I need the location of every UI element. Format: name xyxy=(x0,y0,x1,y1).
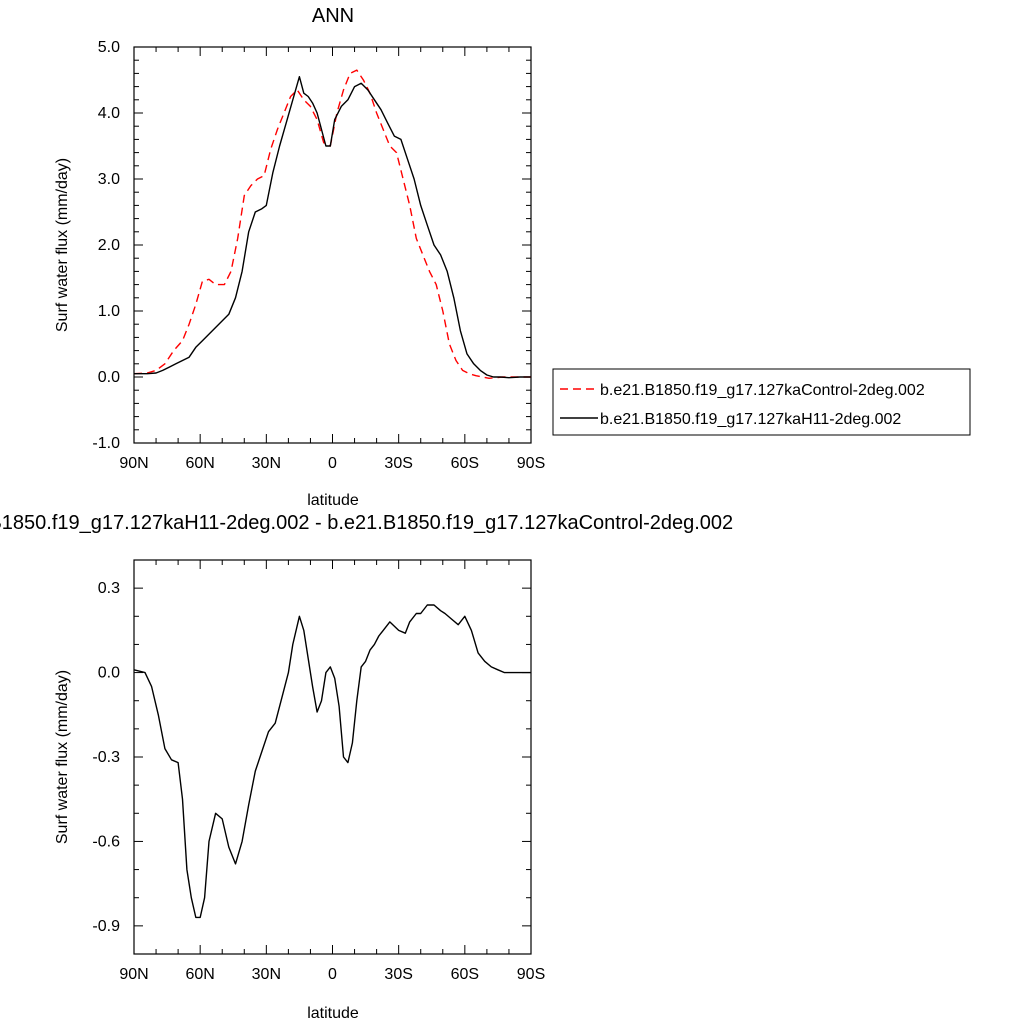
top-x-axis-label: latitude xyxy=(307,492,359,509)
bottom-y-tick-labels: 0.3 0.0 -0.3 -0.6 -0.9 xyxy=(92,580,120,935)
x-tick-label: 90N xyxy=(119,455,148,472)
x-tick-label: 30N xyxy=(252,455,281,472)
series-line-1 xyxy=(134,75,531,379)
x-tick-label: 60S xyxy=(451,966,479,983)
y-tick-label: 1.0 xyxy=(98,303,120,320)
top-y-axis-label: Surf water flux (mm/day) xyxy=(54,158,71,332)
y-tick-label: 0.3 xyxy=(98,580,120,597)
y-tick-label: 5.0 xyxy=(98,39,120,56)
bottom-y-axis-label: Surf water flux (mm/day) xyxy=(54,670,71,844)
x-tick-label: 60N xyxy=(185,966,214,983)
bottom-x-tick-labels: 90N 60N 30N 0 30S 60S 90S xyxy=(119,966,545,983)
bottom-plot-area xyxy=(133,559,532,955)
y-tick-label: -0.9 xyxy=(92,918,120,935)
bottom-x-axis-label: latitude xyxy=(307,1005,359,1022)
top-panel: ANN 90N 60N 30N 0 30S 60S 90S 5.0 4.0 3.0 2.0 1.0 0… xyxy=(54,5,545,509)
top-y-tick-marks xyxy=(134,46,531,444)
top-series-lines xyxy=(133,69,531,379)
x-tick-label: 30S xyxy=(384,455,412,472)
x-tick-label: 0 xyxy=(328,455,337,472)
y-tick-label: 2.0 xyxy=(98,237,120,254)
x-tick-label: 60N xyxy=(185,455,214,472)
series-line-0 xyxy=(133,604,531,919)
legend-box xyxy=(552,368,971,436)
bottom-x-tick-marks xyxy=(133,560,532,954)
x-tick-label: 30N xyxy=(252,966,281,983)
y-tick-label: 0.0 xyxy=(98,369,120,386)
x-tick-label: 0 xyxy=(328,966,337,983)
y-tick-label: -0.6 xyxy=(92,833,120,850)
y-tick-label: 4.0 xyxy=(98,105,120,122)
top-x-tick-labels: 90N 60N 30N 0 30S 60S 90S xyxy=(119,455,545,472)
y-tick-label: -0.3 xyxy=(92,749,120,766)
y-tick-label: 0.0 xyxy=(98,665,120,682)
x-tick-label: 60S xyxy=(451,455,479,472)
x-tick-label: 90S xyxy=(517,966,545,983)
y-tick-label: 3.0 xyxy=(98,171,120,188)
bottom-series-lines xyxy=(133,604,531,919)
x-tick-label: 30S xyxy=(384,966,412,983)
top-y-tick-labels: 5.0 4.0 3.0 2.0 1.0 0.0 -1.0 xyxy=(92,39,120,452)
top-x-tick-marks xyxy=(133,47,532,443)
legend: b.e21.B1850.f19_g17.127kaControl-2deg.00… xyxy=(552,368,971,436)
x-tick-label: 90S xyxy=(517,455,545,472)
series-line-0 xyxy=(133,69,531,379)
bottom-panel: b.e21.B1850.f19_g17.127kaH11-2deg.002 - … xyxy=(0,512,733,1022)
legend-label-control: b.e21.B1850.f19_g17.127kaControl-2deg.00… xyxy=(600,382,925,399)
x-tick-label: 90N xyxy=(119,966,148,983)
bottom-chart-title: b.e21.B1850.f19_g17.127kaH11-2deg.002 - … xyxy=(0,512,733,534)
top-chart-title: ANN xyxy=(312,5,354,27)
legend-label-h11: b.e21.B1850.f19_g17.127kaH11-2deg.002 xyxy=(600,411,901,428)
top-plot-area xyxy=(133,46,532,444)
bottom-y-tick-marks xyxy=(134,559,531,955)
y-tick-label: -1.0 xyxy=(92,435,120,452)
